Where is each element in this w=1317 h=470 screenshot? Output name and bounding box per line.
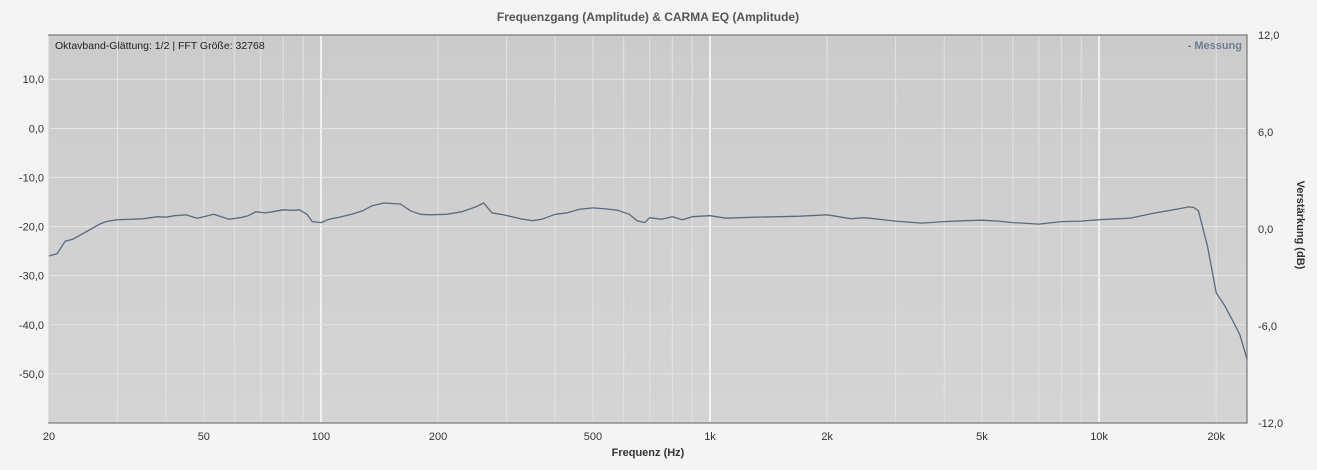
x-tick-label: 5k	[976, 431, 988, 443]
y-right-tick-label: 6,0	[1258, 127, 1273, 139]
y-right-axis-label: Verstärkung (dB)	[1294, 181, 1306, 270]
y-right-axis-ticks: 12,0 6,0 0,0 -6,0 -12,0	[1258, 30, 1283, 430]
y-left-tick-label: -40,0	[19, 320, 44, 332]
x-tick-label: 500	[584, 431, 602, 443]
x-tick-label: 20	[43, 431, 55, 443]
plot-area	[48, 34, 1248, 424]
y-right-tick-label: 0,0	[1258, 224, 1273, 236]
chart-title: Frequenzgang (Amplitude) & CARMA EQ (Amp…	[497, 10, 799, 24]
x-tick-label: 10k	[1090, 431, 1108, 443]
y-left-tick-label: -50,0	[19, 369, 44, 381]
x-axis-label: Frequenz (Hz)	[612, 447, 685, 459]
y-left-tick-label: -20,0	[19, 222, 44, 234]
x-tick-label: 200	[429, 431, 447, 443]
y-left-tick-label: -10,0	[19, 172, 44, 184]
y-left-tick-label: 0,0	[29, 123, 44, 135]
x-tick-label: 1k	[704, 431, 716, 443]
grid-lines	[48, 36, 1246, 422]
y-left-tick-label: 10,0	[23, 74, 44, 86]
y-right-tick-label: -12,0	[1258, 418, 1283, 430]
y-left-tick-label: -30,0	[19, 271, 44, 283]
legend-entry[interactable]: - Messung	[1188, 40, 1242, 52]
series-line-messung	[48, 202, 1248, 360]
smoothing-info: Oktavband-Glättung: 1/2 | FFT Größe: 327…	[55, 40, 265, 52]
series-layer	[48, 202, 1248, 360]
y-right-tick-label: -6,0	[1258, 321, 1277, 333]
x-tick-label: 2k	[821, 431, 833, 443]
x-tick-label: 100	[312, 431, 330, 443]
x-tick-label: 20k	[1207, 431, 1225, 443]
y-right-tick-label: 12,0	[1258, 30, 1279, 42]
x-tick-label: 50	[198, 431, 210, 443]
x-axis-ticks: 20 50 100 200 500 1k 2k 5k 10k 20k	[43, 431, 1226, 443]
y-left-axis-ticks: 10,0 0,0 -10,0 -20,0 -30,0 -40,0 -50,0	[19, 74, 44, 381]
